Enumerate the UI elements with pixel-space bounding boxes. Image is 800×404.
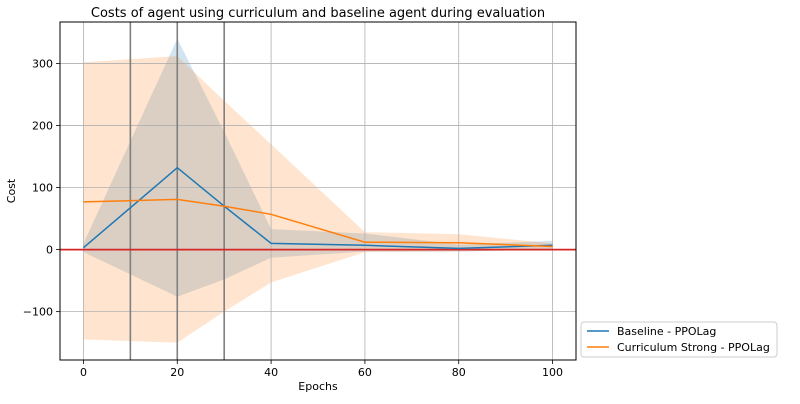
x-tick-label-5: 100 xyxy=(542,366,563,379)
legend-frame xyxy=(580,321,778,358)
y-tick-label-3: 200 xyxy=(32,120,53,133)
x-tick-label-2: 40 xyxy=(264,366,278,379)
x-tick-label-3: 60 xyxy=(358,366,372,379)
x-tick-label-4: 80 xyxy=(452,366,466,379)
y-tick-label-0: −100 xyxy=(23,306,53,319)
y-axis-label: Cost xyxy=(5,178,18,203)
series-line-0 xyxy=(83,166,553,250)
chart-title: Costs of agent using curriculum and base… xyxy=(91,6,545,21)
x-axis-label: Epochs xyxy=(298,380,338,393)
confidence-band-0 xyxy=(83,38,553,297)
confidence-band-1 xyxy=(83,56,553,343)
x-tick-label-0: 0 xyxy=(80,366,87,379)
legend-label-curriculum: Curriculum Strong - PPOLag xyxy=(617,341,770,354)
plot-frame xyxy=(59,21,577,361)
legend: Baseline - PPOLag Curriculum Strong - PP… xyxy=(580,321,778,358)
x-tick-label-1: 20 xyxy=(170,366,184,379)
legend-label-baseline: Baseline - PPOLag xyxy=(617,325,716,338)
y-tick-label-2: 100 xyxy=(32,182,53,195)
y-tick-label-4: 300 xyxy=(32,58,53,71)
y-tick-label-1: 0 xyxy=(46,244,53,257)
series-line-1 xyxy=(83,198,553,248)
